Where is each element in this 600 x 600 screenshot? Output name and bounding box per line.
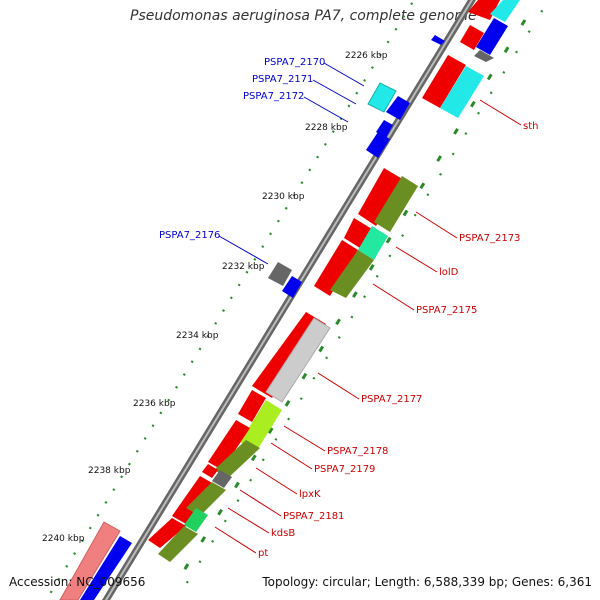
gene-pspa7-2175-a [314, 240, 358, 296]
gene-kdsb [184, 508, 208, 532]
label-pspa7-2177: PSPA7_2177 [361, 394, 422, 405]
gene-lold-a [344, 218, 372, 248]
gene-lpxk [212, 470, 232, 488]
label-lpxk: lpxK [299, 489, 321, 500]
gene-pspa7-2176 [282, 276, 302, 298]
gene-pspa7-2179-a [208, 420, 250, 470]
label-lold: lolD [439, 267, 459, 278]
tick-labels: 2226 kbp 2228 kbp 2230 kbp 2232 kbp 2234… [42, 51, 388, 544]
tick-label-2232: 2232 kbp [222, 262, 265, 272]
genome-backbone [101, 0, 477, 600]
tick-track-cog [173, 19, 527, 586]
gene-lpxk-a [202, 464, 218, 478]
tick-label-2230: 2230 kbp [262, 192, 305, 202]
reverse-leaders [214, 99, 522, 554]
gene-pspa7-2173-a [358, 168, 404, 226]
label-pspa7-2179: PSPA7_2179 [314, 464, 375, 475]
tick-label-2234: 2234 kbp [176, 331, 219, 341]
forward-genes [59, 35, 445, 600]
label-pspa7-2172: PSPA7_2172 [243, 91, 304, 102]
label-pt: pt [258, 548, 268, 559]
tick-label-2228: 2228 kbp [305, 123, 348, 133]
gene-top-forward [431, 35, 445, 45]
gene-pspa7-2176a [268, 262, 292, 286]
gene-pspa7-2181-a [172, 476, 214, 524]
tick-track-inner [174, 0, 551, 600]
gene-pspa7-2178 [240, 400, 282, 452]
gene-pt-a [148, 518, 186, 548]
reverse-labels: sth PSPA7_2173 lolD PSPA7_2175 PSPA7_217… [258, 121, 538, 559]
gene-pspa7-2178-a [238, 390, 266, 422]
gene-pspa7-2179 [214, 440, 260, 478]
gene-pspa7-2177 [265, 317, 331, 403]
label-pspa7-2178: PSPA7_2178 [327, 446, 388, 457]
label-kdsb: kdsB [271, 528, 295, 539]
tick-label-2236: 2236 kbp [133, 399, 176, 409]
gene-pspa7-2172b [366, 132, 390, 158]
gene-pt [158, 526, 198, 562]
map-title: Pseudomonas aeruginosa PA7, complete gen… [130, 8, 477, 24]
gene-pspa7-2173 [374, 176, 418, 232]
label-pspa7-2175: PSPA7_2175 [416, 305, 477, 316]
gene-pspa7-2175 [330, 250, 374, 298]
gene-bottom-pink [59, 521, 121, 600]
label-pspa7-2171: PSPA7_2171 [252, 74, 313, 85]
tick-track-outer [44, 0, 416, 600]
gene-lold [358, 226, 388, 260]
reverse-genes [148, 0, 520, 562]
gene-pspa7-2170 [367, 82, 397, 113]
gene-sth [440, 66, 484, 118]
forward-leaders [218, 62, 365, 265]
tick-label-2240: 2240 kbp [42, 534, 85, 544]
accession-text: Accession: NC_009656 [9, 575, 146, 589]
label-pspa7-2176: PSPA7_2176 [159, 230, 220, 241]
gene-sth-a [422, 55, 466, 108]
label-sth: sth [523, 121, 538, 132]
tick-label-2226: 2226 kbp [345, 51, 388, 61]
label-pspa7-2181: PSPA7_2181 [283, 511, 344, 522]
gene-bottom-blue [80, 536, 132, 600]
topology-text: Topology: circular; Length: 6,588,339 bp… [262, 575, 592, 589]
label-pspa7-2170: PSPA7_2170 [264, 57, 325, 68]
gene-pspa7-2171 [386, 96, 410, 120]
gene-pspa7-2181 [186, 482, 226, 516]
tick-label-2238: 2238 kbp [88, 466, 131, 476]
forward-labels: PSPA7_2170 PSPA7_2171 PSPA7_2172 PSPA7_2… [159, 57, 325, 241]
label-pspa7-2173: PSPA7_2173 [459, 233, 520, 244]
